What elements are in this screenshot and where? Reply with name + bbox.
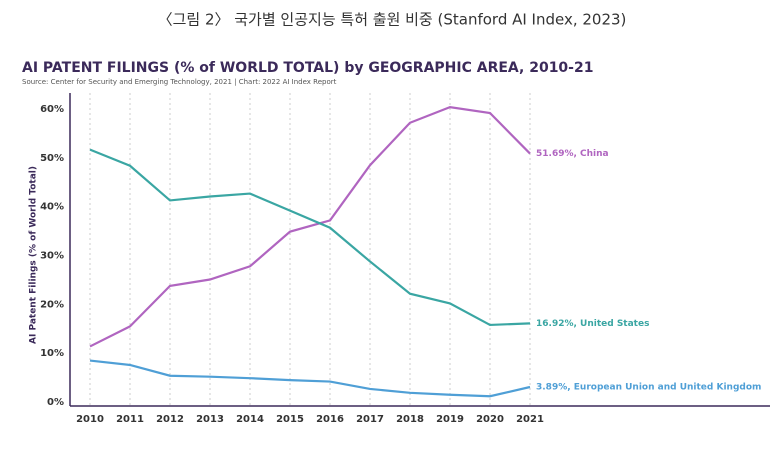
y-tick-label: 20%: [40, 299, 64, 310]
caption: 〈그림 2〉 국가별 인공지능 특허 출원 비중 (Stanford AI In…: [158, 11, 627, 29]
x-tick-label: 2021: [516, 414, 544, 425]
y-tick-label: 50%: [40, 153, 64, 164]
series-label: 3.89%, European Union and United Kingdom: [536, 383, 761, 393]
y-tick-label: 0%: [47, 397, 64, 408]
series-label: 16.92%, United States: [536, 319, 649, 329]
y-axis-label: AI Patent Filings (% of World Total): [29, 166, 39, 344]
y-tick-label: 30%: [40, 251, 64, 262]
x-tick-label: 2012: [156, 414, 184, 425]
x-tick-label: 2020: [476, 414, 504, 425]
x-tick-label: 2013: [196, 414, 224, 425]
x-tick-label: 2015: [276, 414, 304, 425]
x-tick-label: 2017: [356, 414, 384, 425]
y-tick-label: 40%: [40, 202, 64, 213]
x-tick-label: 2014: [236, 414, 264, 425]
y-tick-label: 10%: [40, 348, 64, 359]
chart-subtitle: Source: Center for Security and Emerging…: [22, 78, 337, 86]
x-tick-label: 2019: [436, 414, 464, 425]
chart-title: AI PATENT FILINGS (% of WORLD TOTAL) by …: [22, 60, 593, 76]
x-tick-label: 2011: [116, 414, 144, 425]
x-tick-label: 2016: [316, 414, 344, 425]
y-tick-label: 60%: [40, 104, 64, 115]
x-tick-label: 2018: [396, 414, 424, 425]
series-line: [89, 148, 531, 327]
series-label: 51.69%, China: [536, 149, 609, 159]
series-line: [89, 106, 531, 348]
series-line: [89, 359, 531, 398]
x-tick-label: 2010: [76, 414, 104, 425]
